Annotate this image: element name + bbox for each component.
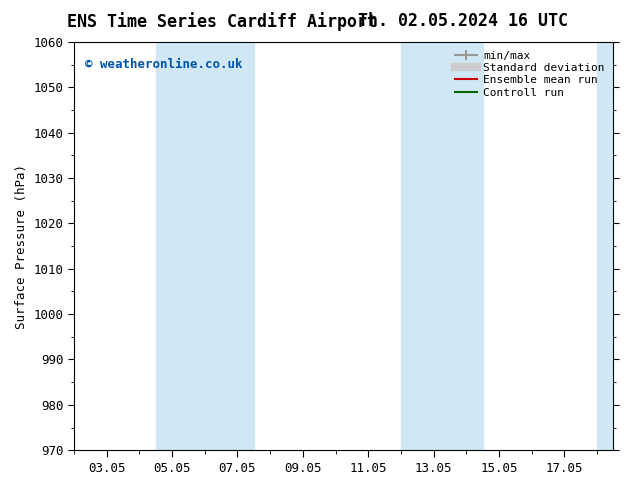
Bar: [401, 42, 434, 450]
Y-axis label: Surface Pressure (hPa): Surface Pressure (hPa): [15, 164, 28, 329]
Legend: min/max, Standard deviation, Ensemble mean run, Controll run: min/max, Standard deviation, Ensemble me…: [452, 48, 608, 101]
Bar: [434, 42, 482, 450]
Text: ENS Time Series Cardiff Airport: ENS Time Series Cardiff Airport: [67, 12, 377, 31]
Text: © weatheronline.co.uk: © weatheronline.co.uk: [85, 58, 242, 72]
Bar: [156, 42, 221, 450]
Text: Th. 02.05.2024 16 UTC: Th. 02.05.2024 16 UTC: [358, 12, 568, 30]
Bar: [597, 42, 614, 450]
Bar: [221, 42, 254, 450]
